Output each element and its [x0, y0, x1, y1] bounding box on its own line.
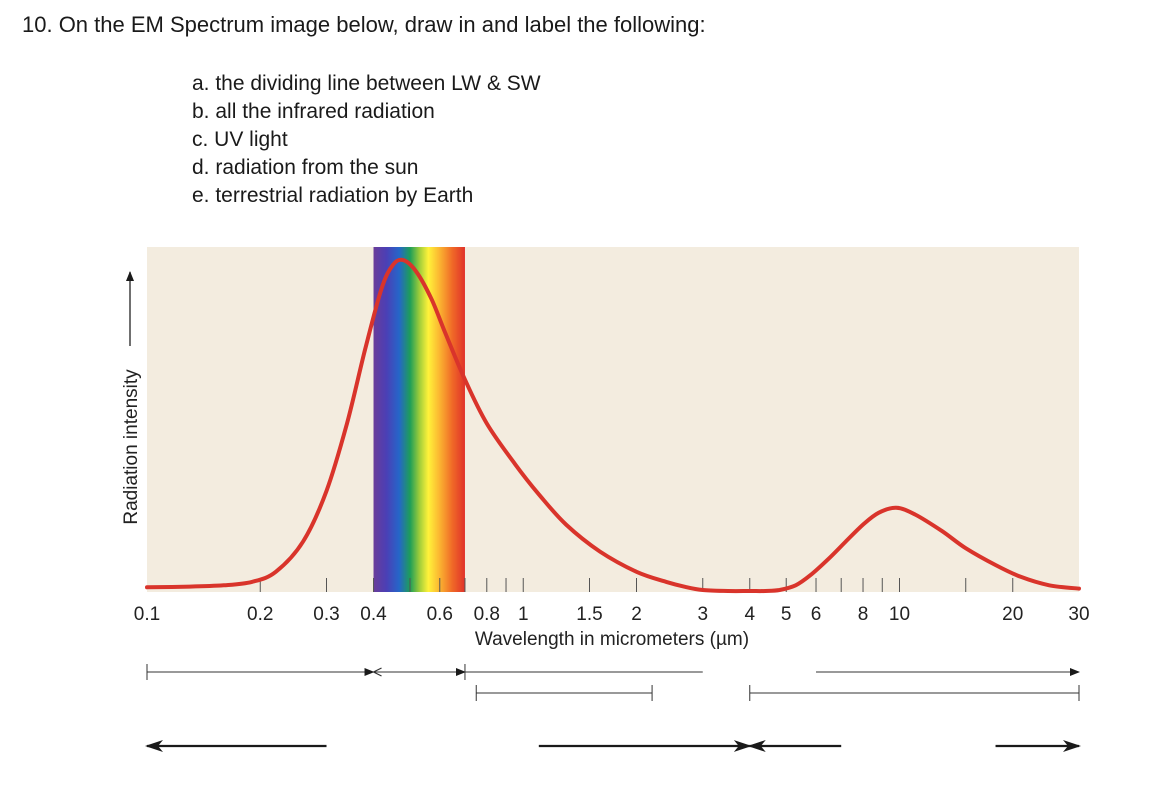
answer-bracket-5: [475, 685, 653, 701]
x-tick-label-0.4: 0.4: [360, 604, 387, 625]
x-tick-label-5: 5: [781, 604, 792, 625]
x-tick-label-2: 2: [631, 604, 642, 625]
task-list: a. the dividing line between LW & SW b. …: [192, 70, 541, 210]
task-item-c: c. UV light: [192, 128, 288, 151]
x-tick-label-8: 8: [858, 604, 869, 625]
x-tick-label-10: 10: [889, 604, 910, 625]
x-tick-label-6: 6: [811, 604, 822, 625]
x-tick-label-0.6: 0.6: [427, 604, 453, 625]
x-tick-label-1.5: 1.5: [576, 604, 602, 625]
plot-background: [147, 247, 1079, 592]
x-tick-label-20: 20: [1002, 604, 1023, 625]
x-axis-ticks: [259, 578, 1014, 592]
y-axis-label-group: Radiation intensity: [121, 271, 142, 525]
task-item-a: a. the dividing line between LW & SW: [192, 72, 541, 95]
answer-bracket-3: [464, 664, 703, 680]
task-item-d: d. radiation from the sun: [192, 156, 419, 179]
task-item-e: e. terrestrial radiation by Earth: [192, 184, 474, 207]
x-tick-label-30: 30: [1068, 604, 1089, 625]
x-axis-label: Wavelength in micrometers (µm): [475, 629, 749, 650]
answer-bracket-1: [146, 664, 375, 680]
visible-light-band: [373, 247, 465, 592]
answer-lines: [145, 664, 1081, 752]
x-tick-label-1: 1: [518, 604, 529, 625]
x-tick-label-0.2: 0.2: [247, 604, 273, 625]
y-axis-label: Radiation intensity: [121, 369, 142, 525]
x-tick-label-0.8: 0.8: [474, 604, 500, 625]
x-tick-labels: 0.1 0.2 0.3 0.4 0.6 0.8 1 1.5 2 3 4 5 6 8 10 20 30: [134, 604, 1090, 625]
x-tick-label-0.3: 0.3: [313, 604, 339, 625]
answer-bracket-6: [749, 685, 1080, 701]
x-tick-label-4: 4: [744, 604, 755, 625]
x-tick-label-3: 3: [697, 604, 708, 625]
task-item-b: b. all the infrared radiation: [192, 100, 435, 123]
radiation-intensity-curve: [145, 257, 1081, 594]
answer-bracket-2: [372, 667, 466, 677]
x-tick-label-0.1: 0.1: [134, 604, 160, 625]
question-title: 10. On the EM Spectrum image below, draw…: [22, 12, 706, 37]
